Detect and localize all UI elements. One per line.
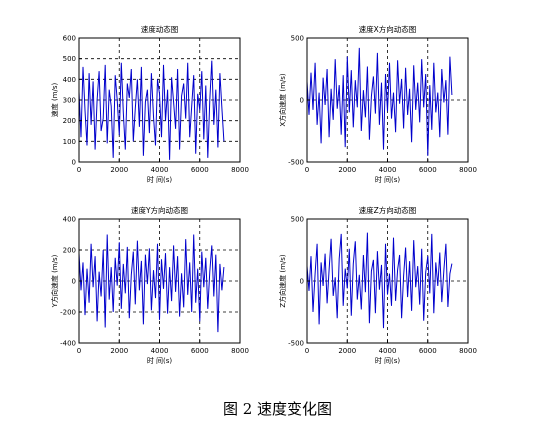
figure-caption: 图 2 速度变化图 bbox=[222, 400, 333, 418]
x-tick-label: 0 bbox=[305, 347, 309, 355]
x-axis-label: 时 间(s) bbox=[375, 175, 401, 184]
x-axis-label: 时 间(s) bbox=[147, 175, 173, 184]
y-tick-label: -500 bbox=[288, 340, 304, 348]
y-tick-label: -400 bbox=[60, 340, 76, 348]
x-tick-label: 2000 bbox=[110, 166, 128, 174]
x-tick-label: 4000 bbox=[379, 347, 397, 355]
x-tick-label: 2000 bbox=[338, 347, 356, 355]
y-tick-label: 400 bbox=[63, 76, 76, 84]
y-tick-label: 500 bbox=[291, 216, 304, 224]
x-tick-label: 4000 bbox=[151, 166, 169, 174]
y-axis-label: 速度 (m/s) bbox=[50, 82, 59, 117]
chart-panel-1: 0 2000 4000 6000 8000 0 100 200 300 400 500 600 速度动态… bbox=[50, 24, 249, 184]
y-tick-label: 200 bbox=[63, 117, 76, 125]
chart-title: 速度X方向动态图 bbox=[359, 24, 417, 34]
x-tick-label: 8000 bbox=[231, 166, 249, 174]
x-tick-label: 6000 bbox=[191, 347, 209, 355]
chart-panel-3: 0 2000 4000 6000 8000 -400 -200 0 200 400 速度Y方向动态图… bbox=[50, 205, 249, 365]
y-tick-label: 0 bbox=[300, 278, 304, 286]
y-tick-label: 100 bbox=[63, 138, 76, 146]
series-line bbox=[78, 60, 225, 160]
x-tick-label: 6000 bbox=[419, 347, 437, 355]
y-tick-label: 0 bbox=[72, 159, 76, 167]
x-tick-label: 4000 bbox=[379, 166, 397, 174]
y-tick-label: -200 bbox=[60, 309, 76, 317]
y-axis-label: X方向速度 (m/s) bbox=[278, 73, 287, 127]
x-tick-label: 0 bbox=[77, 347, 81, 355]
y-tick-label: 0 bbox=[72, 278, 76, 286]
y-tick-label: -500 bbox=[288, 159, 304, 167]
y-tick-label: 200 bbox=[63, 247, 76, 255]
y-tick-label: 400 bbox=[63, 216, 76, 224]
x-tick-label: 0 bbox=[305, 166, 309, 174]
x-tick-label: 6000 bbox=[191, 166, 209, 174]
x-tick-label: 8000 bbox=[231, 347, 249, 355]
y-tick-label: 600 bbox=[63, 35, 76, 43]
y-axis-label: Y方向速度 (m/s) bbox=[50, 254, 59, 308]
chart-title: 速度Y方向动态图 bbox=[131, 205, 188, 215]
x-axis-label: 时 间(s) bbox=[375, 356, 401, 365]
x-tick-label: 2000 bbox=[110, 347, 128, 355]
x-tick-label: 0 bbox=[77, 166, 81, 174]
x-tick-label: 2000 bbox=[338, 166, 356, 174]
y-tick-label: 300 bbox=[63, 97, 76, 105]
x-tick-label: 8000 bbox=[459, 347, 477, 355]
series-line bbox=[78, 234, 225, 333]
series-line bbox=[306, 232, 453, 329]
x-tick-label: 4000 bbox=[151, 347, 169, 355]
x-tick-label: 8000 bbox=[459, 166, 477, 174]
y-tick-label: 500 bbox=[291, 35, 304, 43]
chart-title: 速度动态图 bbox=[141, 24, 179, 34]
y-tick-label: 0 bbox=[300, 97, 304, 105]
series-line bbox=[306, 47, 453, 156]
x-tick-label: 6000 bbox=[419, 166, 437, 174]
y-axis-label: Z方向速度 (m/s) bbox=[278, 254, 287, 308]
chart-title: 速度Z方向动态图 bbox=[359, 205, 417, 215]
x-axis-label: 时 间(s) bbox=[147, 356, 173, 365]
y-tick-label: 500 bbox=[63, 55, 76, 63]
